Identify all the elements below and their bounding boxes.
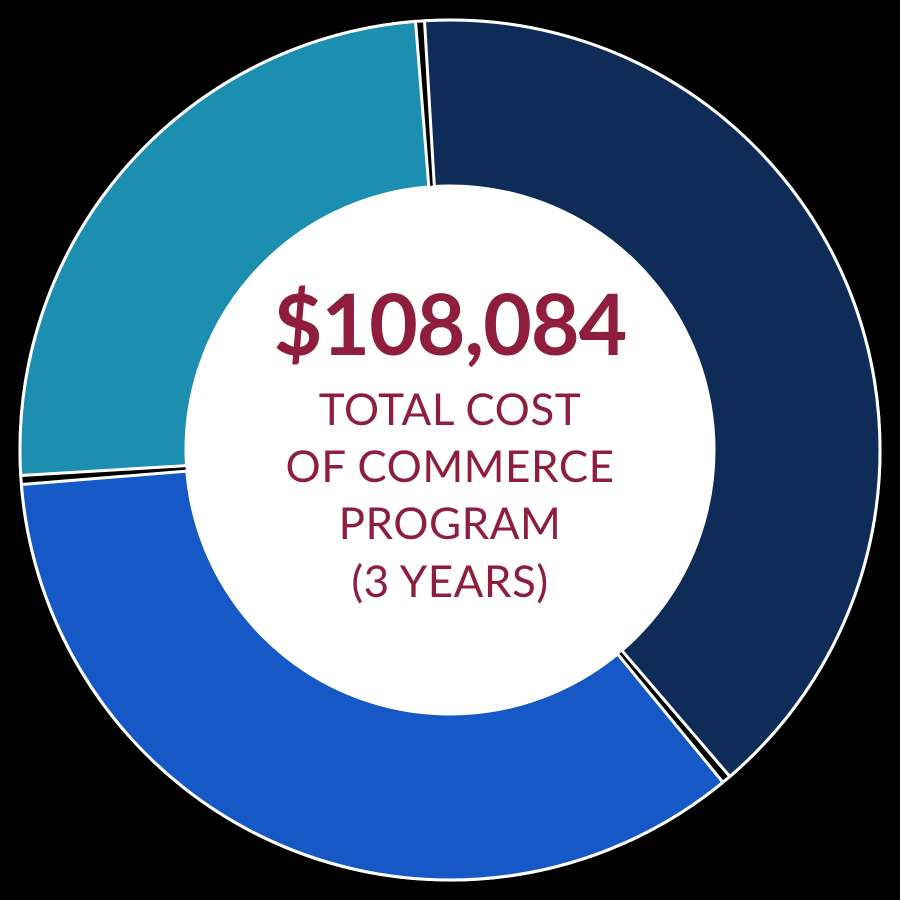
- center-caption: TOTAL COSTOF COMMERCEPROGRAM(3 YEARS): [200, 381, 700, 610]
- center-value: $108,084: [200, 270, 700, 375]
- donut-chart: $108,084 TOTAL COSTOF COMMERCEPROGRAM(3 …: [0, 0, 900, 900]
- center-label: $108,084 TOTAL COSTOF COMMERCEPROGRAM(3 …: [200, 290, 700, 610]
